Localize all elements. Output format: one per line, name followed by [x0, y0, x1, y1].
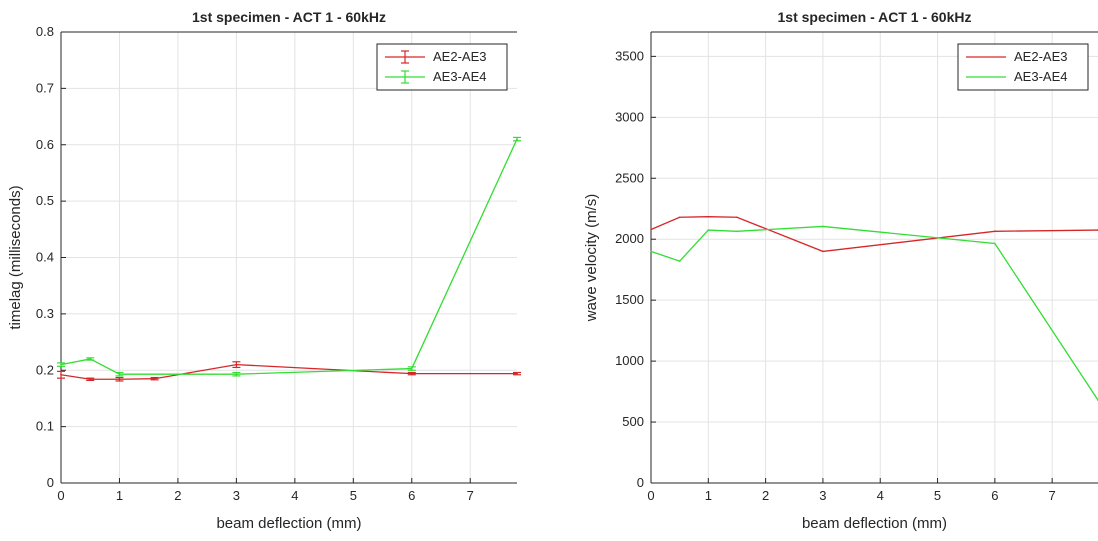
- data-point: [678, 260, 681, 262]
- x-tick-label: 6: [408, 488, 415, 503]
- y-tick-label: 0.3: [36, 306, 54, 321]
- y-tick-label: 0.2: [36, 362, 54, 377]
- y-tick-label: 0: [47, 475, 54, 490]
- chart-timelag: 0 1 2 3 4 5 6 7 0 0.1 0.2 0.3 0.4 0.5 0.6 0.7 0.8 1st spe…: [7, 9, 521, 532]
- data-point: [678, 216, 681, 219]
- data-point: [736, 216, 738, 219]
- y-axis-label: wave velocity (m/s): [583, 194, 600, 323]
- legend-label-1: AE2-AE3: [1014, 49, 1067, 64]
- x-tick-label: 4: [291, 488, 298, 503]
- x-axis-label: beam deflection (mm): [802, 515, 947, 532]
- x-tick-label: 5: [350, 488, 357, 503]
- y-tick-label: 0.4: [36, 250, 54, 265]
- series-line-2: [60, 138, 518, 375]
- y-tick-label: 1500: [615, 292, 644, 307]
- legend-box: [376, 43, 508, 91]
- x-tick-label: 6: [991, 488, 998, 503]
- data-point: [650, 228, 652, 231]
- y-tick-label: 0.8: [36, 24, 54, 39]
- chart-title: 1st specimen - ACT 1 - 60kHz: [192, 9, 386, 25]
- y-tick-label: 0.7: [36, 80, 54, 95]
- legend-label-1: AE2-AE3: [433, 49, 486, 64]
- data-point: [994, 242, 996, 245]
- y-tick-label: 1000: [615, 353, 644, 368]
- y-tick-label: 2000: [615, 231, 644, 246]
- y-tick-label: 2500: [615, 170, 644, 185]
- chart-title: 1st specimen - ACT 1 - 60kHz: [778, 9, 972, 25]
- chart-wave-velocity: 0 1 2 3 4 5 6 7 0 500 1000 1500 2000 2500 3000 3500 1st …: [583, 9, 1098, 532]
- data-point: [707, 215, 710, 218]
- x-tick-label: 3: [819, 488, 826, 503]
- data-point: [822, 225, 824, 228]
- y-tick-label: 0.6: [36, 137, 54, 152]
- legend-label-2: AE3-AE4: [433, 69, 486, 84]
- data-point: [736, 230, 738, 233]
- y-tick-label: 0: [637, 475, 644, 490]
- y-tick-label: 0.1: [36, 419, 54, 434]
- y-tick-label: 500: [622, 414, 644, 429]
- x-tick-label: 1: [116, 488, 123, 503]
- data-point: [994, 230, 996, 233]
- plot-area: [651, 32, 1098, 483]
- x-tick-label: 4: [877, 488, 884, 503]
- y-axis-label: timelag (milliseconds): [7, 185, 24, 329]
- x-tick-label: 1: [705, 488, 712, 503]
- data-point: [822, 250, 824, 253]
- x-tick-label: 0: [57, 488, 64, 503]
- data-point: [707, 229, 710, 231]
- x-tick-label: 0: [647, 488, 654, 503]
- x-tick-label: 2: [762, 488, 769, 503]
- y-tick-label: 3500: [615, 48, 644, 63]
- x-tick-label: 3: [233, 488, 240, 503]
- y-tick-label: 0.5: [36, 193, 54, 208]
- x-tick-label: 5: [934, 488, 941, 503]
- x-axis-label: beam deflection (mm): [216, 515, 361, 532]
- legend-label-2: AE3-AE4: [1014, 69, 1067, 84]
- y-tick-label: 3000: [615, 109, 644, 124]
- x-tick-label: 7: [467, 488, 474, 503]
- x-tick-label: 7: [1049, 488, 1056, 503]
- legend-box: [957, 43, 1089, 91]
- x-tick-label: 2: [174, 488, 181, 503]
- data-point: [650, 250, 652, 253]
